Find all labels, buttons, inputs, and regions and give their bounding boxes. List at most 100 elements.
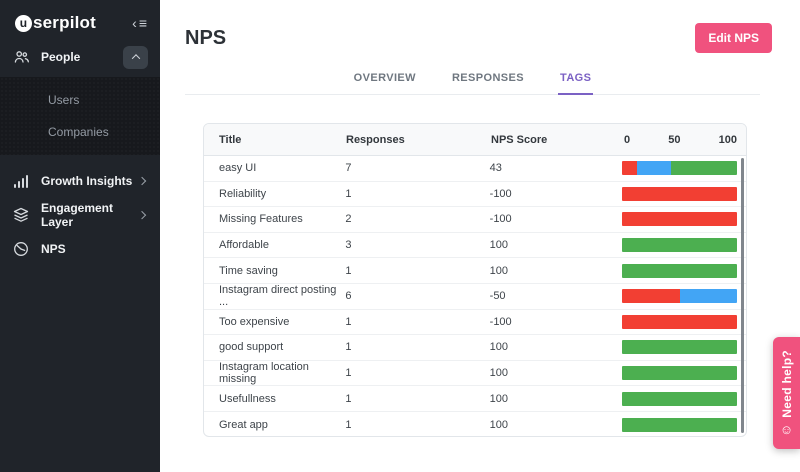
- row-nps-score: -100: [489, 315, 512, 328]
- row-title: good support: [219, 341, 284, 354]
- row-nps-score: 100: [489, 264, 509, 277]
- table-row[interactable]: good support 1 100: [204, 335, 746, 361]
- row-nps-score: 43: [489, 162, 502, 175]
- scale-tick-50: 50: [668, 133, 681, 146]
- table-row[interactable]: Missing Features 2 -100: [204, 207, 746, 233]
- row-responses: 1: [345, 392, 352, 405]
- sidebar-item-label: Engagement Layer: [41, 201, 114, 229]
- bar-scale: 0 50 100: [624, 134, 746, 146]
- people-submenu: Users Companies: [0, 77, 160, 155]
- tab-responses[interactable]: RESPONSES: [451, 72, 525, 84]
- row-responses: 6: [345, 290, 352, 303]
- row-nps-score: 100: [489, 418, 509, 431]
- row-title: Affordable: [219, 239, 269, 252]
- table-row[interactable]: Instagram location missing 1 100: [204, 361, 746, 387]
- table-scrollbar[interactable]: [741, 158, 744, 433]
- row-bar-cell: [622, 186, 746, 201]
- table-row[interactable]: easy UI 7 43: [204, 156, 746, 182]
- detractor-segment: [622, 186, 737, 201]
- sidebar-item-engagement-layer[interactable]: Engagement Layer: [0, 198, 160, 232]
- nps-bar: [622, 391, 737, 406]
- table-row[interactable]: Affordable 3 100: [204, 233, 746, 259]
- bar-chart-icon: [12, 174, 30, 189]
- nps-bar: [622, 289, 737, 304]
- userpilot-logo-icon: u: [15, 14, 32, 32]
- row-responses: 1: [345, 187, 352, 200]
- people-icon: [12, 49, 30, 65]
- table-row[interactable]: Great app 1 100: [204, 412, 746, 436]
- scale-tick-100: 100: [718, 133, 737, 146]
- menu-icon: ≡: [138, 15, 147, 31]
- userpilot-logo: u serpilot: [15, 13, 96, 33]
- sidebar-item-label: Growth Insights: [41, 174, 133, 188]
- tab-bar: OVERVIEW RESPONSES TAGS: [185, 64, 760, 95]
- chevron-up-icon: [131, 54, 140, 63]
- promoter-segment: [622, 263, 737, 278]
- tab-tags[interactable]: TAGS: [558, 64, 594, 95]
- detractor-segment: [622, 314, 737, 329]
- sidebar-item-people[interactable]: People: [0, 42, 160, 72]
- row-responses: 1: [345, 264, 352, 277]
- sidebar-item-companies[interactable]: Companies: [48, 125, 109, 139]
- table-row[interactable]: Usefullness 1 100: [204, 386, 746, 412]
- row-nps-score: -50: [489, 290, 506, 303]
- layers-icon: [12, 207, 30, 223]
- row-responses: 3: [345, 239, 352, 252]
- detractor-segment: [622, 212, 737, 227]
- row-title: Usefullness: [219, 392, 276, 405]
- tags-table: Title Responses NPS Score 0 50 100 easy …: [203, 123, 747, 437]
- row-bar-cell: [622, 340, 746, 355]
- row-bar-cell: [622, 263, 746, 278]
- table-body: easy UI 7 43 Reliability 1 -100 Missing …: [204, 156, 746, 436]
- chevron-left-icon: ‹: [132, 15, 137, 31]
- sidebar-item-label: NPS: [41, 242, 66, 256]
- sidebar-item-growth-insights[interactable]: Growth Insights: [0, 164, 160, 198]
- nps-bar: [622, 212, 737, 227]
- table-row[interactable]: Time saving 1 100: [204, 258, 746, 284]
- row-bar-cell: [622, 391, 746, 406]
- edit-nps-button[interactable]: Edit NPS: [695, 23, 772, 53]
- row-nps-score: 100: [489, 341, 509, 354]
- promoter-segment: [622, 391, 737, 406]
- sidebar-collapse-icon[interactable]: ‹ ≡: [132, 15, 147, 31]
- table-row[interactable]: Instagram direct posting ... 6 -50: [204, 284, 746, 310]
- sidebar-item-nps[interactable]: NPS: [0, 232, 160, 266]
- table-row[interactable]: Too expensive 1 -100: [204, 310, 746, 336]
- column-header-nps-score: NPS Score: [491, 133, 548, 146]
- detractor-segment: [622, 289, 680, 304]
- sidebar-item-label: People: [41, 50, 81, 64]
- row-responses: 2: [345, 213, 352, 226]
- promoter-segment: [622, 366, 737, 381]
- need-help-button[interactable]: Need help? ☺: [773, 337, 800, 449]
- detractor-segment: [622, 161, 637, 176]
- sidebar-item-users[interactable]: Users: [48, 93, 80, 107]
- gauge-icon: [12, 241, 30, 257]
- nps-bar: [622, 417, 737, 432]
- row-bar-cell: [622, 161, 746, 176]
- scale-tick-0: 0: [624, 133, 631, 146]
- promoter-segment: [622, 238, 737, 253]
- row-title: easy UI: [219, 162, 257, 175]
- collapse-people-button[interactable]: [123, 45, 148, 69]
- row-responses: 1: [345, 418, 352, 431]
- table-row[interactable]: Reliability 1 -100: [204, 182, 746, 208]
- row-title: Too expensive: [219, 315, 290, 328]
- row-title: Great app: [219, 418, 268, 431]
- row-responses: 1: [345, 367, 352, 380]
- sidebar: u serpilot ‹ ≡ People Users Companies: [0, 0, 160, 472]
- column-header-responses: Responses: [346, 133, 405, 146]
- nps-bar: [622, 186, 737, 201]
- nps-bar: [622, 366, 737, 381]
- row-title: Reliability: [219, 187, 267, 200]
- row-bar-cell: [622, 238, 746, 253]
- nps-bar: [622, 314, 737, 329]
- row-bar-cell: [622, 314, 746, 329]
- passive-segment: [679, 289, 737, 304]
- row-responses: 7: [345, 162, 352, 175]
- column-header-title: Title: [219, 133, 242, 146]
- promoter-segment: [622, 417, 737, 432]
- nps-bar: [622, 263, 737, 278]
- tab-overview[interactable]: OVERVIEW: [353, 72, 416, 84]
- need-help-label: Need help?: [779, 350, 794, 418]
- row-nps-score: -100: [489, 187, 512, 200]
